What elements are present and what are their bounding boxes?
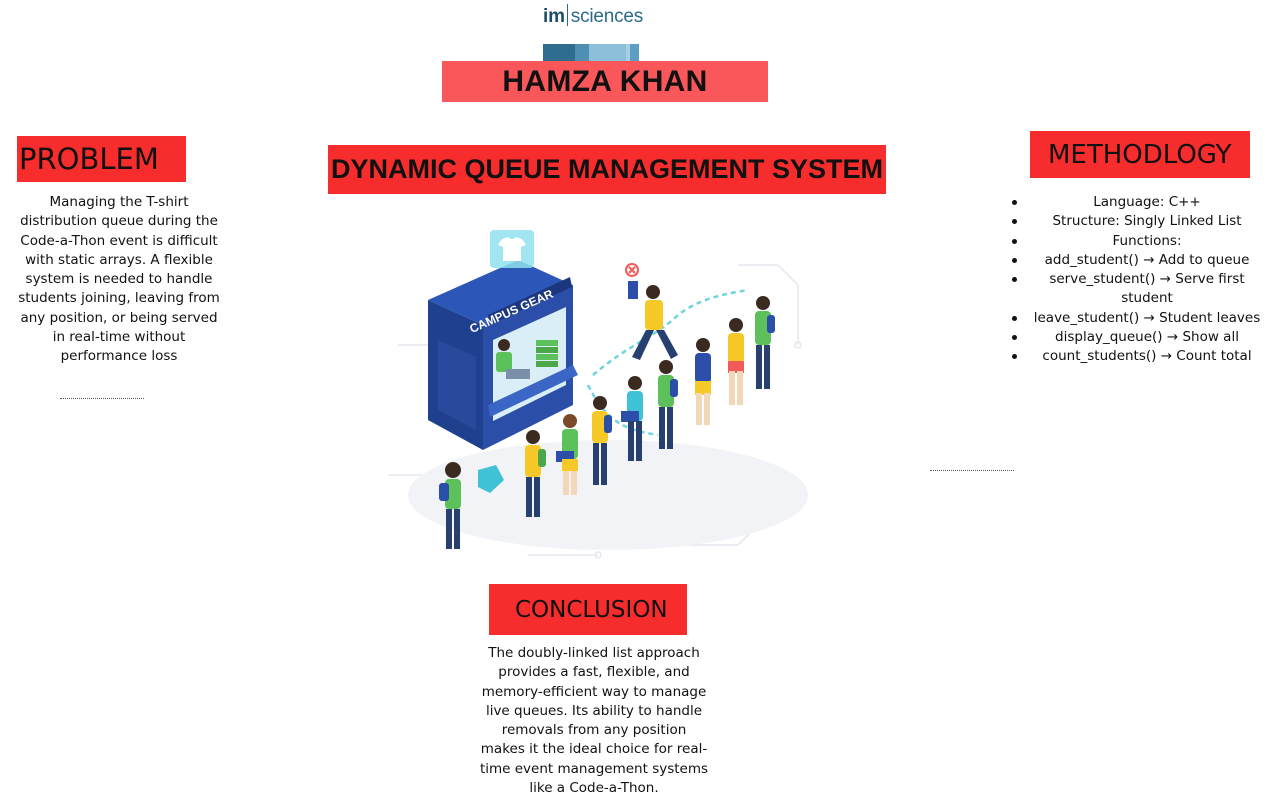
problem-line: Code-a-Thon event is difficult [20, 232, 218, 249]
methodology-item: leave_student() → Student leaves [1012, 309, 1266, 328]
conclusion-line: time event management systems [479, 760, 709, 777]
logo-stripe-5 [630, 44, 639, 66]
logo-divider [566, 4, 568, 26]
author-name: HAMZA KHAN [502, 64, 708, 98]
problem-line: performance loss [60, 348, 178, 365]
methodology-item: Structure: Singly Linked List [1012, 212, 1266, 231]
poster-title: DYNAMIC QUEUE MANAGEMENT SYSTEM [330, 154, 884, 184]
queue-illustration: CAMPUS GEAR [388, 230, 808, 559]
conclusion-text: The doubly-linked list approach provides… [476, 644, 712, 798]
conclusion-line: like a Code-a-Thon. [529, 780, 659, 797]
methodology-item: add_student() → Add to queue [1012, 251, 1266, 270]
student-figure [621, 376, 643, 461]
conclusion-line: The doubly-linked list approach [488, 645, 700, 661]
logo-stripe-3 [589, 44, 626, 66]
methodology-item: Functions: [1012, 232, 1266, 251]
student-figure [728, 318, 744, 405]
imsciences-logo: im sciences [543, 4, 644, 66]
methodology-heading: METHODLOGY [1030, 131, 1250, 178]
logo-sciences-text: sciences [570, 6, 644, 27]
student-figure [658, 360, 678, 449]
student-figure [755, 296, 775, 389]
conclusion-line: live queues. Its ability to handle [485, 702, 703, 719]
poster-title-box: DYNAMIC QUEUE MANAGEMENT SYSTEM [328, 145, 886, 194]
conclusion-line: provides a fast, flexible, and [498, 664, 690, 681]
conclusion-line: removals from any position [501, 722, 687, 739]
author-name-banner: HAMZA KHAN [442, 61, 768, 102]
problem-divider [60, 398, 144, 399]
floor-shadow [408, 440, 808, 550]
student-figure [695, 338, 711, 425]
methodology-divider [930, 470, 1014, 471]
problem-line: system is needed to handle [25, 271, 213, 288]
problem-line: Managing the T-shirt [49, 194, 189, 210]
logo-stripe-4 [626, 44, 630, 66]
problem-text: Managing the T-shirt distribution queue … [12, 193, 226, 367]
conclusion-line: makes it the ideal choice for real- [480, 741, 708, 758]
student-figure [525, 430, 546, 517]
methodology-list: Language: C++ Structure: Singly Linked L… [1012, 193, 1266, 367]
problem-line: any position, or being served [20, 309, 218, 326]
student-figure [556, 414, 578, 495]
student-leaving-figure [625, 263, 678, 360]
conclusion-heading: CONCLUSION [489, 584, 687, 635]
methodology-item: Language: C++ [1012, 193, 1266, 212]
problem-line: in real-time without [52, 329, 186, 346]
logo-stripe-2 [575, 44, 589, 66]
conclusion-line: memory-efficient way to manage [481, 683, 707, 700]
queue-path-lower [586, 384, 659, 437]
problem-line: students joining, leaving from [18, 290, 220, 307]
logo-stripe-1 [543, 44, 575, 66]
methodology-item: serve_student() → Serve first student [1012, 270, 1266, 309]
student-figure [592, 396, 612, 485]
student-figure [439, 462, 504, 549]
campus-gear-booth: CAMPUS GEAR [428, 230, 578, 450]
logo-im-text: im [543, 6, 565, 27]
methodology-item: count_students() → Count total [1012, 347, 1266, 366]
problem-heading: PROBLEM [17, 136, 186, 182]
problem-line: distribution queue during the [20, 213, 218, 230]
methodology-item: display_queue() → Show all [1012, 328, 1266, 347]
problem-line: with static arrays. A flexible [25, 251, 213, 268]
